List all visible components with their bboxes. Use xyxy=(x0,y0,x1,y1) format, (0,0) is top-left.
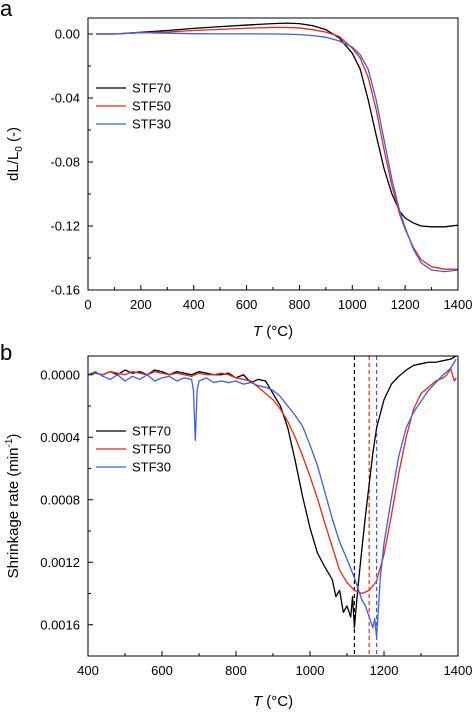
legend-label-stf50: STF50 xyxy=(132,99,171,114)
panel-a-x-axis-label: T (°C) xyxy=(253,323,293,340)
panel-b-series xyxy=(88,356,457,638)
series-line-stf70 xyxy=(88,356,457,629)
x-axis-unit: (°C) xyxy=(262,693,293,710)
y-tick-label: 0.0008 xyxy=(40,492,80,507)
x-tick-label: 400 xyxy=(183,297,205,312)
y-tick-label: -0.08 xyxy=(50,155,80,170)
legend-label-stf50: STF50 xyxy=(132,442,171,457)
x-axis-variable: T xyxy=(253,693,264,710)
x-tick-label: 0 xyxy=(84,297,91,312)
y-tick-label: -0.16 xyxy=(50,283,80,298)
y-axis-label-main: dL/L xyxy=(5,152,22,181)
x-tick-label: 600 xyxy=(236,297,258,312)
panel-a-ticks: 0 200 400 600 800 1000 1200 1400 0.00 -0.04 -0.08 -… xyxy=(50,27,472,313)
y-tick-label: 0.0012 xyxy=(40,555,80,570)
panel-a-y-axis-label: dL/L0 (-) xyxy=(5,127,25,181)
x-tick-label: 800 xyxy=(225,663,247,678)
panel-a: a 0 200 400 600 800 1000 1200 1400 0.00 -0.04 -0.0… xyxy=(0,0,472,340)
panel-b-vlines xyxy=(353,356,378,656)
x-axis-unit: (°C) xyxy=(262,323,293,340)
panel-a-series xyxy=(95,22,458,273)
series-line-stf30 xyxy=(95,31,458,273)
panel-label-a: a xyxy=(0,0,13,21)
panel-b-frame xyxy=(87,355,459,657)
x-tick-label: 1200 xyxy=(391,297,420,312)
y-tick-label: 0.00 xyxy=(55,27,80,42)
y-axis-label-main: Shrinkage rate (min xyxy=(5,448,22,579)
series-line-stf50 xyxy=(88,367,457,595)
legend-label-stf30: STF30 xyxy=(132,460,171,475)
series-line-stf50 xyxy=(95,26,458,270)
panel-b-y-axis-label: Shrinkage rate (min-1) xyxy=(4,434,22,579)
x-tick-label: 1400 xyxy=(444,297,473,312)
y-axis-label-subscript: 0 xyxy=(14,146,25,152)
panel-a-frame xyxy=(87,17,459,291)
panel-b-x-axis-label: T (°C) xyxy=(253,693,293,710)
x-tick-label: 1000 xyxy=(296,663,325,678)
panel-b-ticks: 400 600 800 1000 1200 1400 0.0000 0.0004 0.0008 0… xyxy=(40,367,472,678)
y-axis-label-superscript: -1 xyxy=(4,438,15,447)
x-axis-variable: T xyxy=(253,323,264,340)
x-tick-label: 1200 xyxy=(370,663,399,678)
y-tick-label: -0.04 xyxy=(50,91,80,106)
y-tick-label: -0.12 xyxy=(50,219,80,234)
x-tick-label: 400 xyxy=(77,663,99,678)
legend-label-stf70: STF70 xyxy=(132,424,171,439)
x-tick-label: 200 xyxy=(130,297,152,312)
series-line-stf30 xyxy=(88,358,457,638)
legend-label-stf30: STF30 xyxy=(132,117,171,132)
legend-label-stf70: STF70 xyxy=(132,81,171,96)
panel-a-legend: STF70 STF50 STF30 xyxy=(96,81,171,132)
y-tick-label: 0.0000 xyxy=(40,367,80,382)
y-axis-label-unit: (-) xyxy=(5,127,22,146)
series-line-stf70 xyxy=(95,22,458,228)
y-tick-label: 0.0016 xyxy=(40,617,80,632)
y-tick-label: 0.0004 xyxy=(40,430,80,445)
y-axis-label-unit: ) xyxy=(5,434,22,439)
panel-b: b 400 600 800 1000 1200 1400 0.0000 0.0004 0.000… xyxy=(0,340,472,710)
x-tick-label: 800 xyxy=(289,297,311,312)
panel-b-legend: STF70 STF50 STF30 xyxy=(96,424,171,475)
x-tick-label: 1400 xyxy=(444,663,473,678)
x-tick-label: 600 xyxy=(151,663,173,678)
panel-label-b: b xyxy=(0,340,12,365)
x-tick-label: 1000 xyxy=(338,297,367,312)
